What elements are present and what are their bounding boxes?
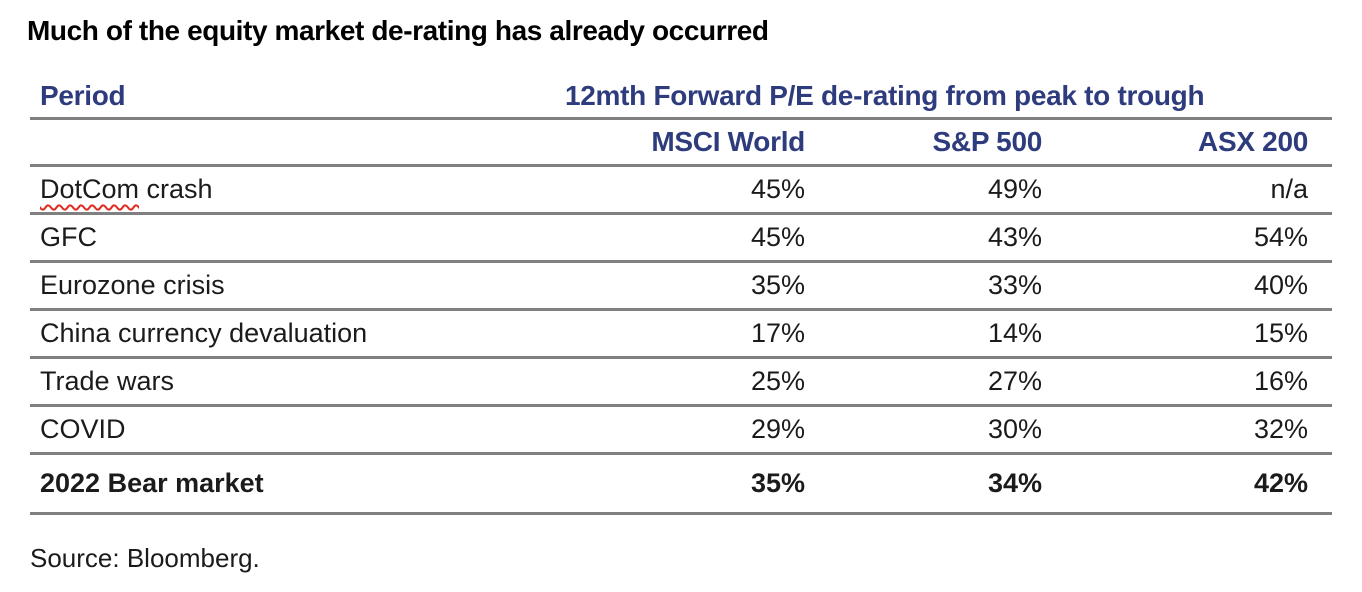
table-row-covid: COVID 29% 30% 32% — [30, 405, 1332, 455]
period-cell: 2022 Bear market — [30, 453, 565, 515]
column-header-sp500: S&P 500 — [815, 118, 1052, 167]
asx200-value: 15% — [1052, 309, 1332, 359]
table-row-gfc: GFC 45% 43% 54% — [30, 213, 1332, 263]
sp500-value: 30% — [815, 405, 1052, 455]
sp500-value: 27% — [815, 357, 1052, 407]
table-row-china-currency-devaluation: China currency devaluation 17% 14% 15% — [30, 309, 1332, 359]
asx200-value: 42% — [1052, 453, 1332, 515]
asx200-value: 16% — [1052, 357, 1332, 407]
group-header-pe-derating: 12mth Forward P/E de-rating from peak to… — [565, 75, 1332, 120]
period-cell: China currency devaluation — [30, 309, 565, 359]
sp500-value: 34% — [815, 453, 1052, 515]
msci-world-value: 29% — [565, 405, 815, 455]
sp500-value: 43% — [815, 213, 1052, 263]
table-header-row: Period 12mth Forward P/E de-rating from … — [30, 75, 1332, 120]
table-subheader-row: MSCI World S&P 500 ASX 200 — [30, 118, 1332, 167]
msci-world-value: 35% — [565, 261, 815, 311]
msci-world-value: 17% — [565, 309, 815, 359]
period-cell: COVID — [30, 405, 565, 455]
period-cell: Eurozone crisis — [30, 261, 565, 311]
column-header-msci-world: MSCI World — [565, 118, 815, 167]
sp500-value: 49% — [815, 165, 1052, 215]
period-label-rest: crash — [139, 174, 213, 204]
period-cell: DotCom crash — [30, 165, 565, 215]
msci-world-value: 35% — [565, 453, 815, 515]
table-row-2022-bear-market: 2022 Bear market 35% 34% 42% — [30, 453, 1332, 515]
column-header-asx200: ASX 200 — [1052, 118, 1332, 167]
asx200-value: 54% — [1052, 213, 1332, 263]
msci-world-value: 25% — [565, 357, 815, 407]
period-cell: GFC — [30, 213, 565, 263]
msci-world-value: 45% — [565, 213, 815, 263]
asx200-value: 32% — [1052, 405, 1332, 455]
table-row-eurozone-crisis: Eurozone crisis 35% 33% 40% — [30, 261, 1332, 311]
sp500-value: 33% — [815, 261, 1052, 311]
asx200-value: n/a — [1052, 165, 1332, 215]
column-header-period: Period — [30, 75, 565, 120]
sp500-value: 14% — [815, 309, 1052, 359]
table-row-trade-wars: Trade wars 25% 27% 16% — [30, 357, 1332, 407]
source-attribution: Source: Bloomberg. — [30, 543, 260, 573]
msci-world-value: 45% — [565, 165, 815, 215]
document-page: Much of the equity market de-rating has … — [0, 14, 1362, 592]
subheader-empty-cell — [30, 118, 565, 167]
table-row-dotcom-crash: DotCom crash 45% 49% n/a — [30, 165, 1332, 215]
page-title: Much of the equity market de-rating has … — [27, 15, 769, 46]
spellcheck-flagged-word: DotCom — [40, 174, 140, 204]
pe-derating-table: Period 12mth Forward P/E de-rating from … — [30, 75, 1332, 515]
asx200-value: 40% — [1052, 261, 1332, 311]
period-cell: Trade wars — [30, 357, 565, 407]
